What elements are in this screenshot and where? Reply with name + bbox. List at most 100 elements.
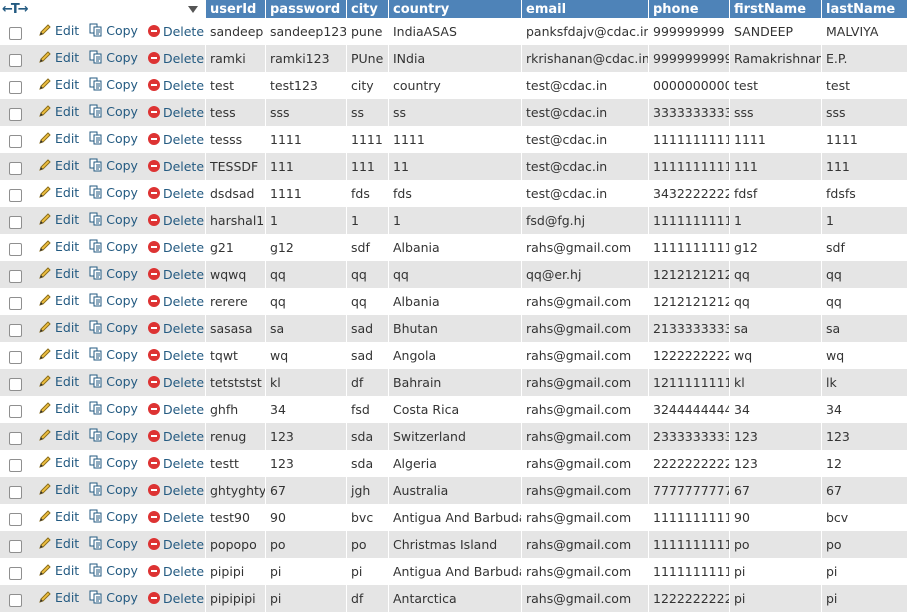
edit-button[interactable]: Edit [38, 185, 79, 200]
cell-userid[interactable]: sasasa [206, 315, 266, 342]
cell-userid[interactable]: ramki [206, 45, 266, 72]
copy-button[interactable]: Copy [89, 455, 138, 470]
cell-phone[interactable]: 1222222222 [649, 585, 730, 612]
row-checkbox[interactable] [9, 378, 22, 392]
cell-firstname[interactable]: 1111 [730, 126, 822, 153]
row-checkbox[interactable] [9, 81, 22, 95]
copy-button[interactable]: Copy [89, 239, 138, 254]
cell-city[interactable]: df [347, 585, 389, 612]
cell-email[interactable]: test@cdac.in [522, 99, 649, 126]
cell-city[interactable]: 111 [347, 153, 389, 180]
cell-firstname[interactable]: 123 [730, 423, 822, 450]
column-header-email[interactable]: email [522, 0, 649, 18]
delete-button[interactable]: Delete [147, 456, 204, 471]
cell-phone[interactable]: 7777777777 [649, 477, 730, 504]
cell-country[interactable]: Angola [389, 342, 522, 369]
row-checkbox[interactable] [9, 216, 22, 230]
cell-country[interactable]: ss [389, 99, 522, 126]
row-checkbox[interactable] [9, 108, 22, 122]
edit-button[interactable]: Edit [38, 482, 79, 497]
cell-country[interactable]: Antigua And Barbuda [389, 504, 522, 531]
copy-button[interactable]: Copy [89, 536, 138, 551]
copy-button[interactable]: Copy [89, 185, 138, 200]
copy-button[interactable]: Copy [89, 158, 138, 173]
cell-email[interactable]: rahs@gmail.com [522, 396, 649, 423]
row-checkbox[interactable] [9, 486, 22, 500]
copy-button[interactable]: Copy [89, 590, 138, 605]
delete-button[interactable]: Delete [147, 51, 204, 66]
cell-firstname[interactable]: pi [730, 558, 822, 585]
delete-button[interactable]: Delete [147, 267, 204, 282]
cell-email[interactable]: test@cdac.in [522, 153, 649, 180]
cell-password[interactable]: qq [266, 288, 347, 315]
cell-phone[interactable]: 1111111111 [649, 126, 730, 153]
cell-country[interactable]: Costa Rica [389, 396, 522, 423]
cell-userid[interactable]: popopo [206, 531, 266, 558]
cell-firstname[interactable]: Ramakrishnan [730, 45, 822, 72]
edit-button[interactable]: Edit [38, 293, 79, 308]
row-checkbox[interactable] [9, 459, 22, 473]
cell-city[interactable]: qq [347, 288, 389, 315]
delete-button[interactable]: Delete [147, 240, 204, 255]
cell-phone[interactable]: 1212121212 [649, 288, 730, 315]
cell-country[interactable]: Antarctica [389, 585, 522, 612]
cell-phone[interactable]: 1111111111 [649, 504, 730, 531]
row-checkbox[interactable] [9, 513, 22, 527]
row-checkbox[interactable] [9, 189, 22, 203]
cell-firstname[interactable]: 123 [730, 450, 822, 477]
cell-email[interactable]: rahs@gmail.com [522, 450, 649, 477]
cell-country[interactable]: qq [389, 261, 522, 288]
cell-email[interactable]: rahs@gmail.com [522, 531, 649, 558]
edit-button[interactable]: Edit [38, 428, 79, 443]
delete-button[interactable]: Delete [147, 564, 204, 579]
cell-lastname[interactable]: sdf [822, 234, 908, 261]
delete-button[interactable]: Delete [147, 24, 204, 39]
cell-email[interactable]: rahs@gmail.com [522, 234, 649, 261]
cell-password[interactable]: pi [266, 558, 347, 585]
cell-city[interactable]: city [347, 72, 389, 99]
row-checkbox[interactable] [9, 27, 22, 41]
cell-password[interactable]: sandeep123 [266, 18, 347, 45]
copy-button[interactable]: Copy [89, 266, 138, 281]
cell-password[interactable]: 123 [266, 423, 347, 450]
copy-button[interactable]: Copy [89, 509, 138, 524]
cell-lastname[interactable]: pi [822, 585, 908, 612]
delete-button[interactable]: Delete [147, 348, 204, 363]
cell-country[interactable]: Christmas Island [389, 531, 522, 558]
cell-lastname[interactable]: wq [822, 342, 908, 369]
cell-lastname[interactable]: 12 [822, 450, 908, 477]
delete-button[interactable]: Delete [147, 402, 204, 417]
cell-userid[interactable]: pipipi [206, 558, 266, 585]
cell-email[interactable]: rahs@gmail.com [522, 477, 649, 504]
cell-password[interactable]: po [266, 531, 347, 558]
cell-lastname[interactable]: E.P. [822, 45, 908, 72]
delete-button[interactable]: Delete [147, 321, 204, 336]
delete-button[interactable]: Delete [147, 537, 204, 552]
copy-button[interactable]: Copy [89, 320, 138, 335]
cell-city[interactable]: fsd [347, 396, 389, 423]
cell-lastname[interactable]: 67 [822, 477, 908, 504]
column-header-firstname[interactable]: firstName [730, 0, 822, 18]
cell-firstname[interactable]: qq [730, 261, 822, 288]
row-checkbox[interactable] [9, 351, 22, 365]
cell-phone[interactable]: 2333333333 [649, 423, 730, 450]
delete-button[interactable]: Delete [147, 132, 204, 147]
cell-city[interactable]: qq [347, 261, 389, 288]
cell-phone[interactable]: 2133333333 [649, 315, 730, 342]
cell-userid[interactable]: rerere [206, 288, 266, 315]
cell-userid[interactable]: TESSDF [206, 153, 266, 180]
cell-userid[interactable]: ghtyghty [206, 477, 266, 504]
cell-phone[interactable]: 999999999 [649, 18, 730, 45]
cell-userid[interactable]: g21 [206, 234, 266, 261]
column-header-city[interactable]: city [347, 0, 389, 18]
cell-password[interactable]: 34 [266, 396, 347, 423]
row-checkbox[interactable] [9, 324, 22, 338]
cell-lastname[interactable]: qq [822, 261, 908, 288]
cell-password[interactable]: sss [266, 99, 347, 126]
copy-button[interactable]: Copy [89, 212, 138, 227]
copy-button[interactable]: Copy [89, 293, 138, 308]
cell-phone[interactable]: 1212121212 [649, 261, 730, 288]
cell-country[interactable]: Switzerland [389, 423, 522, 450]
copy-button[interactable]: Copy [89, 347, 138, 362]
cell-country[interactable]: country [389, 72, 522, 99]
